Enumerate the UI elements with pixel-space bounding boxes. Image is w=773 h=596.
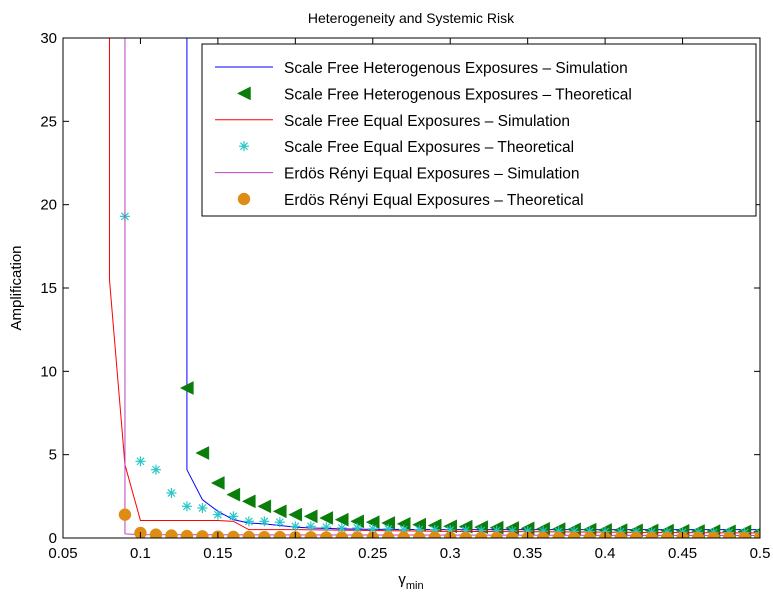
x-tick-label: 0.4 — [595, 545, 616, 562]
data-point — [259, 516, 270, 527]
data-point — [118, 508, 132, 521]
data-point — [274, 517, 285, 528]
x-tick-label: 0.1 — [130, 545, 151, 562]
data-point — [242, 530, 256, 538]
data-point — [321, 522, 332, 533]
data-point — [336, 523, 347, 533]
data-point — [304, 531, 318, 538]
data-point — [197, 503, 208, 513]
legend-swatch-marker — [236, 86, 251, 101]
series-3 — [108, 38, 760, 534]
data-point — [181, 501, 192, 512]
x-tick-label: 0.5 — [750, 545, 771, 562]
data-point — [149, 528, 163, 538]
data-point — [334, 512, 349, 527]
legend-box — [201, 43, 757, 217]
data-point — [305, 521, 316, 532]
legend-item: Erdös Rényi Equal Exposures – Simulation — [215, 166, 580, 183]
y-axis-label: Amplification — [8, 245, 25, 330]
data-point — [195, 446, 210, 460]
data-point — [180, 529, 194, 538]
x-tick-label: 0.2 — [285, 545, 306, 562]
data-point — [241, 494, 256, 509]
legend-label: Erdös Rényi Equal Exposures – Simulation — [284, 166, 580, 183]
y-tick-label: 0 — [49, 530, 57, 547]
legend-swatch-marker — [239, 141, 249, 152]
y-tick-label: 15 — [40, 280, 57, 297]
series-line — [108, 38, 760, 534]
y-axis: 0 5 10 15 20 25 30 — [40, 30, 760, 547]
data-point — [165, 529, 178, 538]
x-tick-label: 0.15 — [203, 545, 232, 562]
data-point — [212, 509, 223, 520]
x-axis: 0.05 0.1 0.15 0.2 0.25 0.3 0.35 0.4 0.45 0.5 — [48, 38, 770, 562]
legend-label: Scale Free Heterogenous Exposures – Simu… — [284, 60, 628, 77]
data-point — [303, 509, 318, 524]
legend-item: Scale Free Heterogenous Exposures – Simu… — [215, 60, 628, 77]
data-point — [352, 523, 363, 533]
x-tick-label: 0.45 — [668, 545, 697, 562]
data-point — [288, 507, 303, 522]
data-point — [227, 530, 240, 538]
y-tick-label: 25 — [40, 113, 57, 130]
legend-label: Scale Free Equal Exposures – Theoretical — [284, 139, 574, 156]
x-tick-label: 0.35 — [513, 545, 542, 562]
data-point — [319, 511, 334, 525]
legend-swatch-marker — [237, 192, 251, 206]
data-point — [135, 456, 146, 467]
legend-label: Scale Free Heterogenous Exposures – Theo… — [284, 86, 632, 103]
series-6 — [118, 508, 760, 538]
data-point — [257, 499, 272, 514]
x-axis-label-subscript: min — [406, 580, 424, 592]
data-point — [243, 516, 254, 527]
data-point — [196, 530, 209, 538]
legend-item: Erdös Rényi Equal Exposures – Theoretica… — [237, 192, 584, 209]
legend-label: Scale Free Equal Exposures – Simulation — [284, 113, 570, 130]
legend-label: Erdös Rényi Equal Exposures – Theoretica… — [284, 192, 584, 209]
legend-item: Scale Free Equal Exposures – Theoretical — [239, 139, 574, 156]
y-tick-label: 5 — [49, 447, 57, 464]
data-point — [226, 487, 241, 502]
data-point — [179, 381, 194, 395]
data-point — [273, 530, 287, 538]
data-point — [150, 464, 161, 475]
x-tick-label: 0.25 — [358, 545, 387, 562]
data-point — [166, 488, 177, 498]
x-tick-label: 0.05 — [48, 545, 77, 562]
data-point — [258, 530, 271, 538]
data-point — [290, 521, 301, 532]
y-tick-label: 20 — [40, 197, 57, 214]
data-point — [272, 504, 287, 519]
y-tick-label: 10 — [40, 363, 57, 380]
data-point — [210, 476, 225, 490]
data-point — [228, 511, 239, 522]
chart-title: Heterogeneity and Systemic Risk — [308, 10, 515, 26]
x-axis-label: γmin — [398, 571, 423, 592]
legend-item: Scale Free Equal Exposures – Simulation — [215, 113, 570, 130]
x-tick-label: 0.3 — [440, 545, 461, 562]
legend: Scale Free Heterogenous Exposures – Simu… — [201, 43, 757, 217]
x-axis-label-main: γ — [398, 571, 406, 588]
legend-item: Scale Free Heterogenous Exposures – Theo… — [236, 86, 632, 103]
y-tick-label: 30 — [40, 30, 57, 47]
